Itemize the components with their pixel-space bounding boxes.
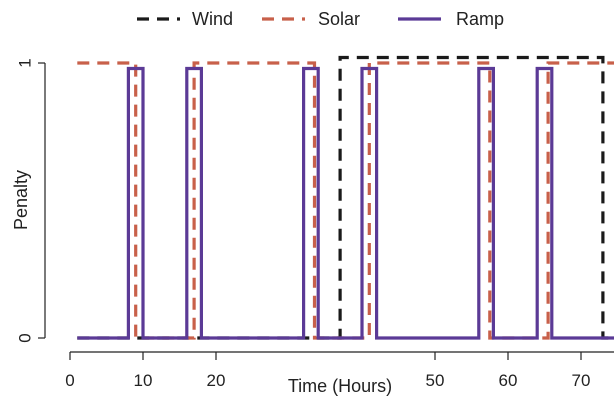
x-tick-label: 70 xyxy=(572,371,591,390)
legend-label-wind: Wind xyxy=(192,9,233,29)
x-tick-label: 60 xyxy=(499,371,518,390)
axes: 0 10 20 50 60 70 0 1 xyxy=(15,58,614,390)
legend: Wind Solar Ramp xyxy=(137,9,504,29)
legend-label-solar: Solar xyxy=(318,9,360,29)
y-tick-label: 1 xyxy=(15,58,34,67)
series-line-wind xyxy=(77,55,614,340)
legend-label-ramp: Ramp xyxy=(456,9,504,29)
y-axis-label: Penalty xyxy=(11,170,31,230)
y-tick-label: 0 xyxy=(15,333,34,342)
x-axis-label: Time (Hours) xyxy=(288,376,392,396)
x-tick-label: 0 xyxy=(65,371,74,390)
x-tick-label: 50 xyxy=(426,371,445,390)
x-tick-label: 10 xyxy=(134,371,153,390)
series-line-solar xyxy=(77,61,614,340)
plot-area xyxy=(77,55,614,340)
x-tick-label: 20 xyxy=(207,371,226,390)
series-line-ramp xyxy=(77,66,614,340)
